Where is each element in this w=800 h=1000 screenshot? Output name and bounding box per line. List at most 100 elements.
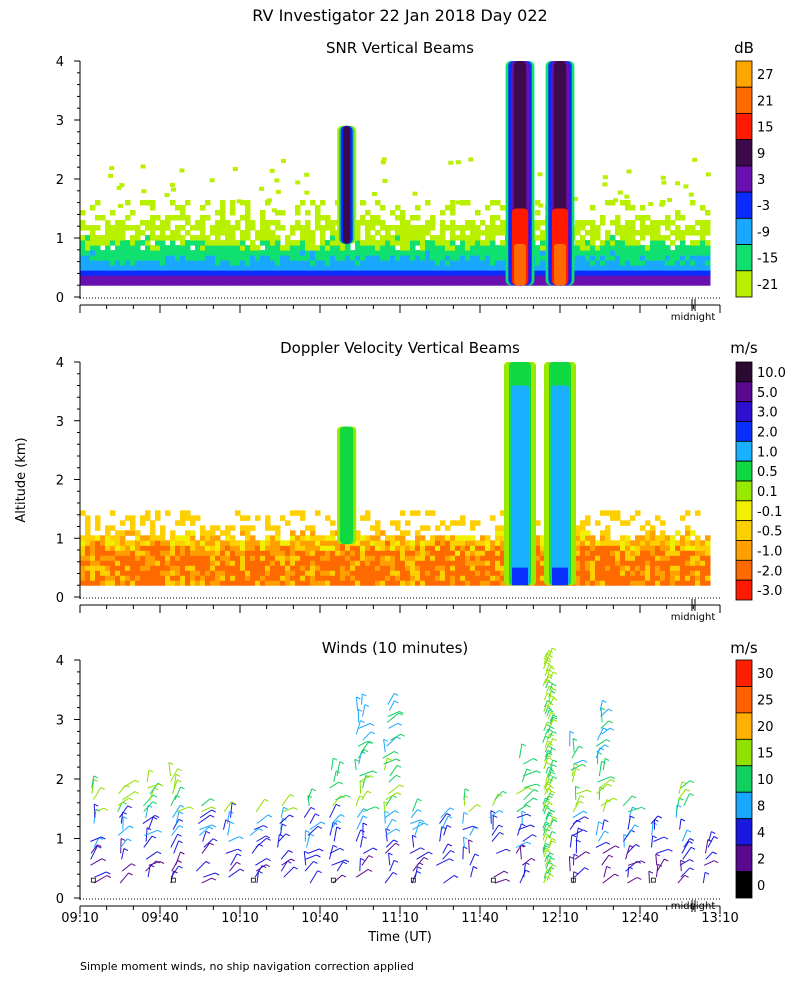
wind-barb-flag [473,866,478,869]
doppler-cell [310,545,316,551]
snr-cell [380,260,386,266]
doppler-cell [700,575,706,581]
snr-cell [230,280,236,286]
snr-cell [620,280,626,286]
doppler-cell [590,545,596,551]
snr-cell [120,255,126,261]
wind-barb [549,764,553,772]
doppler-cell [265,550,271,556]
wind-barb [309,821,322,831]
wind-barb-flag [498,809,504,813]
colorbar-label: 5.0 [757,386,778,401]
doppler-cell [650,525,656,531]
wind-barb-flag [499,831,504,835]
snr-cell [205,215,211,221]
doppler-cell [690,545,696,551]
snr-cell [500,260,506,266]
snr-cell [245,255,251,261]
doppler-cell [265,540,271,546]
calm-wind-marker [330,877,336,883]
snr-cell [580,235,586,241]
doppler-cell [80,560,86,566]
snr-cell [165,220,171,226]
wind-barb [120,838,128,848]
snr-cell [580,255,586,261]
doppler-cell [280,545,286,551]
snr-cell [175,260,181,266]
doppler-cell [405,555,411,561]
snr-cell [130,275,136,281]
snr-cell [630,240,636,246]
wind-barb [573,759,584,765]
doppler-cell [425,525,431,531]
snr-cell [661,180,667,185]
doppler-cell [475,545,481,551]
wind-barb [359,858,361,872]
doppler-cell [285,520,291,526]
doppler-cell [590,555,596,561]
snr-cell [490,215,496,221]
wind-barb [226,811,230,824]
wind-barb [256,864,267,872]
snr-cell [495,230,501,236]
wind-barb-flag [686,829,692,833]
snr-cell [165,225,171,231]
snr-cell [705,225,711,231]
wind-barb [255,799,265,812]
x-tick-label: 12:40 [621,911,658,926]
doppler-cell [660,545,666,551]
snr-cell [605,250,611,256]
snr-cell [675,270,681,276]
snr-cell [170,245,176,251]
doppler-cell [450,560,456,566]
snr-cell [150,250,156,256]
doppler-cell [90,540,96,546]
wind-barb-flag [264,798,269,802]
doppler-cell [285,575,291,581]
doppler-cell [305,575,311,581]
wind-barb-flag [664,858,669,862]
wind-barb [148,861,161,866]
snr-cell [145,235,151,241]
wind-barb [362,704,366,717]
wind-barb [682,847,692,860]
snr-cell [375,215,381,221]
snr-cell [440,270,446,276]
snr-cell [360,260,366,266]
snr-cell [615,215,621,221]
wind-barb-flag [600,707,606,711]
snr-cell [170,275,176,281]
doppler-cell [605,545,611,551]
wind-barb [550,816,554,824]
snr-cell [305,280,311,286]
doppler-cell [325,540,331,546]
snr-cell [665,225,671,231]
doppler-cell [165,580,171,586]
wind-barb [390,733,401,741]
wind-barb-flag [372,847,378,851]
snr-cell [325,275,331,281]
doppler-cell [390,580,396,586]
doppler-cell [420,580,426,586]
wind-barb [94,871,107,878]
snr-cell [220,270,226,276]
doppler-cell [640,540,646,546]
snr-cell [650,260,656,266]
wind-barb [572,738,575,753]
doppler-cell [675,530,681,536]
doppler-cell [305,525,311,531]
doppler-cell [360,550,366,556]
snr-cell [585,220,591,226]
snr-cell [175,245,181,251]
snr-cell [500,204,506,211]
doppler-cell [695,535,701,541]
doppler-cell [365,545,371,551]
panel-title-doppler: Doppler Velocity Vertical Beams [280,339,520,357]
snr-cell [465,265,471,271]
snr-cell [370,240,376,246]
doppler-cell [540,575,546,581]
doppler-cell [700,570,706,576]
snr-cell [465,225,471,231]
doppler-cell [405,530,411,536]
snr-cell [185,220,191,226]
